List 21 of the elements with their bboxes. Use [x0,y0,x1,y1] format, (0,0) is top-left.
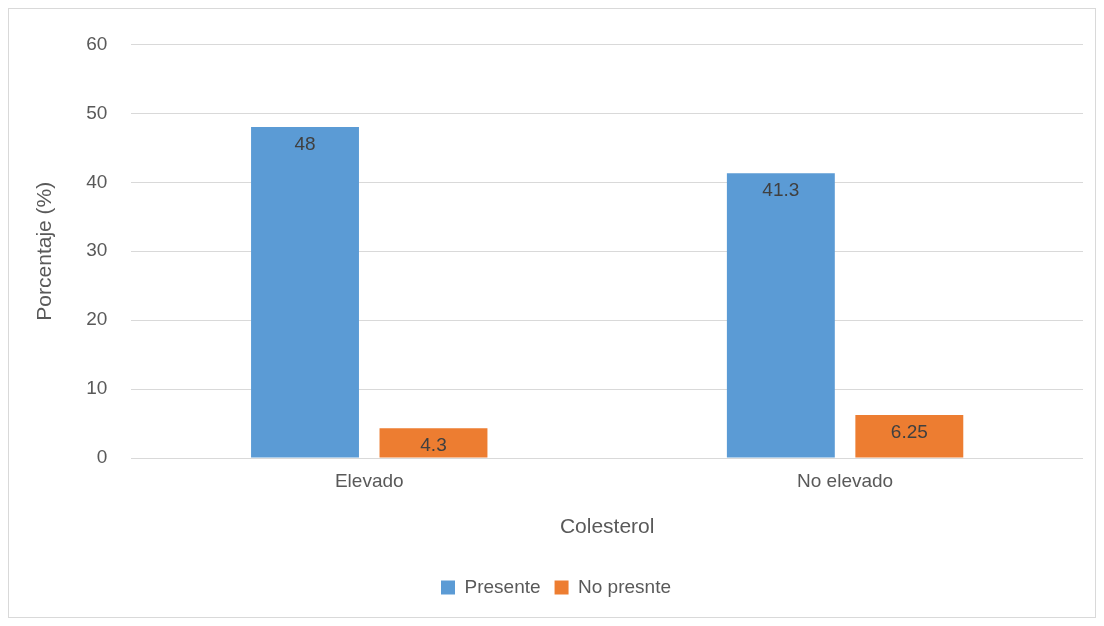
bar [251,127,359,458]
y-tick-label: 30 [86,239,108,261]
bar [855,414,964,458]
x-tick-label: No elevado [797,469,894,491]
y-tick-label: 60 [86,32,108,54]
data-label: 41.3 [762,179,800,201]
y-axis-title: Porcentaje (%) [32,181,56,321]
x-tick-label: Elevado [334,469,404,491]
x-axis-title: Colesterol [559,514,655,538]
bar [726,173,835,458]
bar [379,428,488,458]
y-tick-label: 0 [96,446,108,468]
data-label: 48 [294,132,316,154]
legend-label: No presnte [578,575,672,597]
y-tick-label: 20 [86,308,108,330]
data-label: 6.25 [890,420,928,442]
legend-label: Presente [464,575,541,597]
y-tick-label: 50 [86,101,108,123]
y-tick-label: 40 [86,170,108,192]
y-tick-label: 10 [86,377,108,399]
data-label: 4.3 [420,434,447,456]
